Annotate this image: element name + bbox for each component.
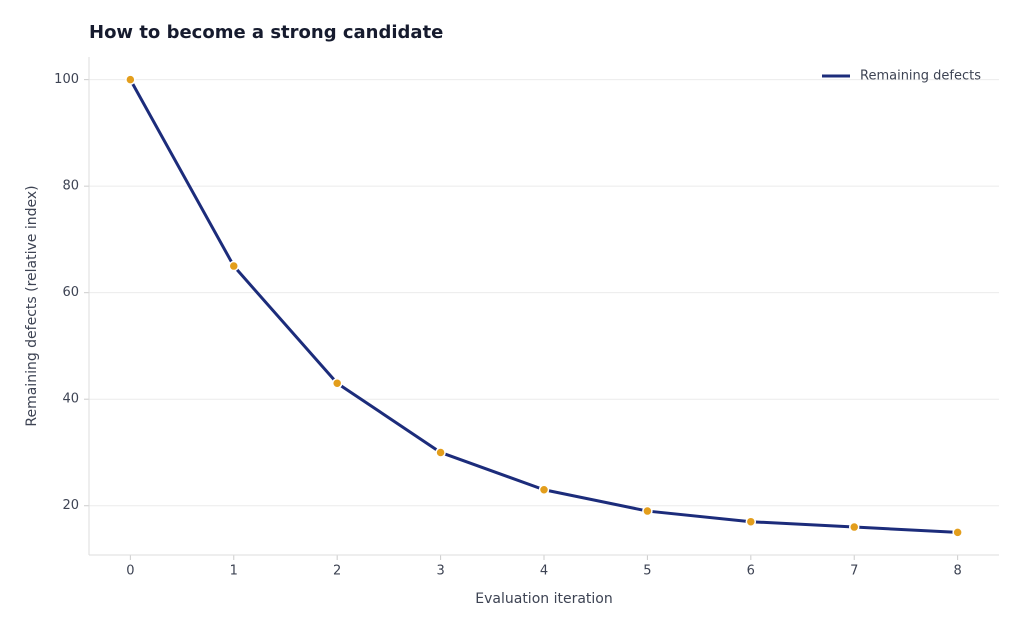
point [228,260,240,272]
point [435,447,446,458]
point [331,377,343,389]
y-tick-label: 80 [62,179,79,194]
point [642,505,653,517]
line [129,78,958,534]
chart-title: How to become a strong candidate [89,22,443,43]
point [538,484,550,496]
point [125,74,136,85]
y-tick-label: 100 [54,72,79,87]
x-tick-label: 4 [540,564,548,579]
legend-label: Remaining defects [860,69,981,84]
x-tick-label: 8 [953,564,961,579]
point [745,516,757,527]
x-tick-label: 3 [436,564,444,579]
y-tick-label: 40 [62,392,79,407]
x-tick-label: 7 [850,564,858,579]
point [848,521,860,533]
x-tick-label: 2 [333,564,341,579]
x-tick-label: 1 [230,564,238,579]
x-tick-label: 0 [126,564,134,579]
x-tick-label: 6 [747,564,755,579]
x-axis-label: Evaluation iteration [475,591,612,607]
y-tick-label: 60 [62,285,79,300]
x-tick-label: 5 [643,564,651,579]
y-tick-label: 20 [62,498,79,513]
point [952,527,963,538]
y-axis-label: Remaining defects (relative index) [24,185,40,426]
